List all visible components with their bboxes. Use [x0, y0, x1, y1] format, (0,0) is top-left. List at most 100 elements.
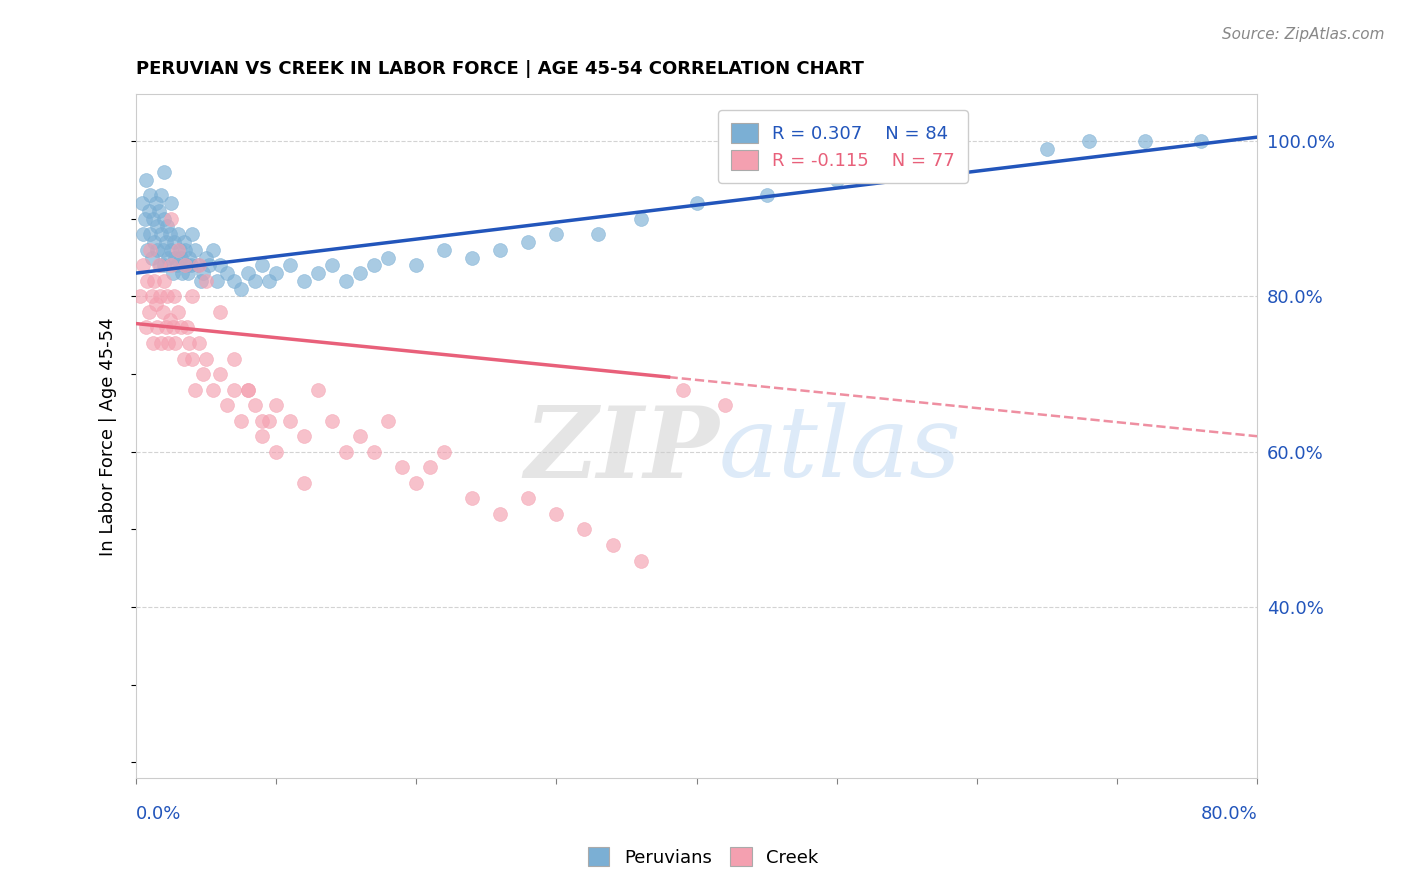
Point [755, 188, 778, 202]
Point [150, 188, 173, 202]
Point [195, 274, 218, 288]
Point [163, 289, 186, 303]
Point [179, 251, 201, 265]
Point [250, 258, 273, 272]
Point [292, 274, 315, 288]
Point [170, 320, 193, 334]
Point [160, 211, 183, 226]
Point [207, 274, 229, 288]
Point [152, 305, 174, 319]
Point [166, 258, 188, 272]
Point [1036, 142, 1059, 156]
Point [307, 266, 329, 280]
Point [149, 289, 172, 303]
Point [433, 444, 456, 458]
Point [224, 274, 246, 288]
Point [517, 235, 540, 249]
Point [335, 444, 357, 458]
Point [181, 289, 204, 303]
Point [169, 243, 191, 257]
Point [602, 538, 624, 552]
Point [132, 258, 155, 272]
Point [238, 383, 260, 397]
Point [209, 258, 232, 272]
Point [278, 414, 301, 428]
Point [292, 429, 315, 443]
Point [896, 157, 918, 171]
Point [177, 266, 200, 280]
Point [546, 227, 568, 242]
Point [172, 266, 194, 280]
Point [153, 165, 176, 179]
Text: Source: ZipAtlas.com: Source: ZipAtlas.com [1222, 27, 1385, 42]
Point [193, 367, 215, 381]
Point [574, 523, 596, 537]
Point [157, 336, 180, 351]
Point [195, 351, 218, 366]
Point [187, 258, 209, 272]
Point [377, 251, 399, 265]
Point [685, 196, 707, 211]
Text: atlas: atlas [718, 402, 962, 498]
Point [181, 351, 204, 366]
Point [153, 258, 176, 272]
Point [264, 444, 287, 458]
Legend: Peruvians, Creek: Peruvians, Creek [581, 840, 825, 874]
Point [167, 305, 190, 319]
Point [149, 258, 172, 272]
Point [157, 251, 180, 265]
Point [1077, 134, 1099, 148]
Point [139, 227, 162, 242]
Point [162, 320, 184, 334]
Point [1133, 134, 1156, 148]
Point [138, 203, 160, 218]
Point [377, 414, 399, 428]
Point [238, 266, 260, 280]
Point [224, 383, 246, 397]
Point [141, 289, 163, 303]
Point [136, 243, 159, 257]
Point [156, 289, 179, 303]
Point [139, 188, 162, 202]
Point [202, 243, 225, 257]
Point [181, 227, 204, 242]
Legend: R = 0.307    N = 84, R = -0.115    N = 77: R = 0.307 N = 84, R = -0.115 N = 77 [718, 111, 967, 183]
Text: ZIP: ZIP [524, 401, 718, 498]
Point [630, 211, 652, 226]
Point [321, 414, 343, 428]
Point [630, 553, 652, 567]
Point [132, 227, 155, 242]
Point [231, 282, 253, 296]
Text: 0.0%: 0.0% [136, 805, 181, 823]
Point [165, 251, 187, 265]
Point [141, 251, 163, 265]
Point [176, 258, 198, 272]
Point [143, 274, 166, 288]
Point [363, 258, 385, 272]
Point [461, 251, 484, 265]
Point [190, 274, 212, 288]
Point [163, 235, 186, 249]
Point [209, 305, 232, 319]
Point [1189, 134, 1212, 148]
Point [148, 203, 170, 218]
Point [173, 235, 195, 249]
Point [546, 507, 568, 521]
Point [489, 243, 512, 257]
Point [142, 211, 165, 226]
Point [713, 398, 735, 412]
Point [245, 274, 267, 288]
Point [165, 336, 187, 351]
Point [138, 305, 160, 319]
Point [180, 258, 202, 272]
Point [160, 258, 183, 272]
Point [321, 258, 343, 272]
Point [150, 227, 173, 242]
Point [145, 196, 167, 211]
Point [153, 274, 176, 288]
Point [349, 429, 371, 443]
Point [202, 383, 225, 397]
Point [176, 320, 198, 334]
Point [156, 219, 179, 234]
Text: PERUVIAN VS CREEK IN LABOR FORCE | AGE 45-54 CORRELATION CHART: PERUVIAN VS CREEK IN LABOR FORCE | AGE 4… [136, 60, 863, 78]
